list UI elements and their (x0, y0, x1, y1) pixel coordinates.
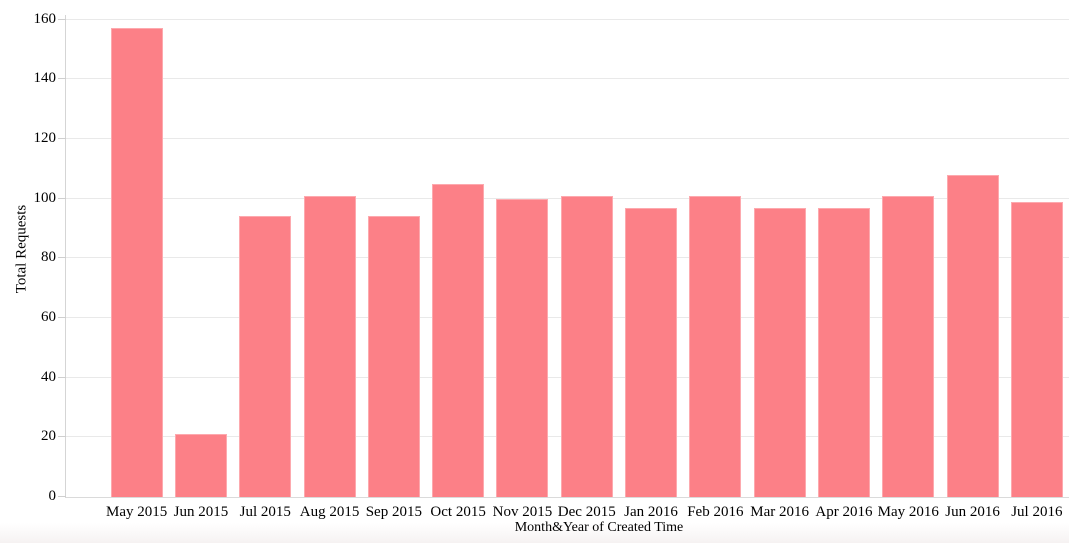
y-tick-label: 140 (33, 70, 57, 87)
gridline-120 (66, 137, 1069, 139)
x-tick-label: Oct 2015 (430, 504, 486, 520)
x-tick-label: Jun 2016 (945, 504, 1000, 520)
y-tick-mark (58, 376, 66, 378)
x-axis-title: Month&Year of Created Time (514, 520, 684, 535)
bar-may-2015[interactable] (110, 28, 163, 497)
bar-jun-2015[interactable] (174, 434, 227, 497)
bar-jun-2016[interactable] (946, 174, 999, 497)
y-tick-mark (58, 197, 66, 199)
y-tick-mark (58, 18, 66, 20)
x-tick-label: Apr 2016 (815, 504, 873, 520)
y-tick-label: 160 (33, 10, 57, 27)
bar-apr-2016[interactable] (817, 207, 870, 497)
y-tick-label: 80 (41, 249, 56, 266)
x-tick-label: Aug 2015 (299, 504, 360, 520)
bar-jan-2016[interactable] (625, 207, 678, 497)
x-tick-label: Mar 2016 (750, 504, 810, 520)
bar-mar-2016[interactable] (753, 207, 806, 497)
bar-feb-2016[interactable] (689, 195, 742, 497)
x-tick-label: Jan 2016 (624, 504, 678, 520)
x-tick-label: Nov 2015 (492, 504, 553, 520)
y-tick-label: 40 (41, 368, 56, 385)
x-tick-label: Feb 2016 (687, 504, 744, 520)
bar-may-2016[interactable] (882, 195, 935, 497)
y-tick-label: 120 (33, 129, 57, 146)
plot-area: 0 20 40 60 80 100 120 140 160 May 2015 Jun 2015 Jul… (34, 11, 1069, 520)
bottom-fade (0, 523, 1069, 543)
bar-dec-2015[interactable] (560, 195, 613, 497)
bar-aug-2015[interactable] (303, 195, 356, 497)
y-tick-label: 100 (33, 189, 57, 206)
bar-jul-2016[interactable] (1010, 201, 1063, 497)
gridline-140 (66, 78, 1069, 80)
y-tick-mark (58, 496, 66, 497)
x-tick-label: Jun 2015 (173, 504, 229, 520)
x-tick-label: Dec 2015 (557, 504, 616, 520)
y-tick-label: 0 (48, 488, 57, 504)
y-tick-mark (58, 78, 66, 80)
x-tick-label: May 2016 (877, 504, 939, 520)
gridline-160 (66, 18, 1069, 20)
bar-jul-2015[interactable] (239, 216, 292, 497)
bar-sep-2015[interactable] (367, 216, 420, 497)
bar-nov-2015[interactable] (496, 198, 549, 497)
y-tick-label: 60 (41, 308, 56, 325)
x-tick-label: Jul 2016 (1011, 504, 1063, 520)
x-tick-label: May 2015 (106, 504, 168, 520)
y-tick-mark (58, 257, 66, 259)
x-tick-label: Sep 2015 (365, 504, 422, 520)
y-tick-mark (58, 316, 66, 318)
y-tick-label: 20 (41, 428, 56, 445)
y-tick-mark (58, 137, 66, 139)
bar-oct-2015[interactable] (432, 183, 485, 497)
y-tick-mark (58, 436, 66, 438)
x-tick-label: Jul 2015 (239, 504, 291, 520)
